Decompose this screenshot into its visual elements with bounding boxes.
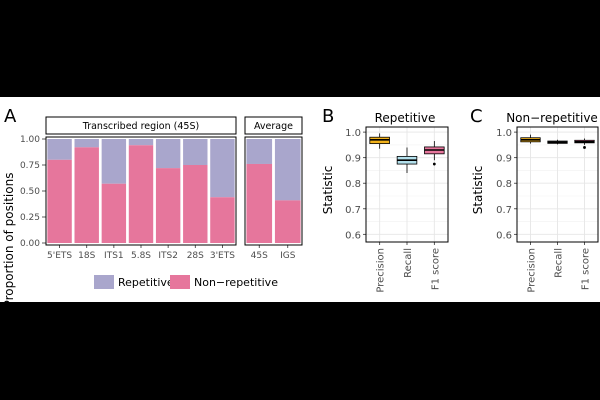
bar-repetitive xyxy=(47,139,72,160)
panel-c-plot: 0.6 0.7 0.8 0.9 1.0 Precision Recall F1 score xyxy=(496,126,599,293)
bar-non-repetitive xyxy=(210,197,235,243)
facet-strip-transcribed-label: Transcribed region (45S) xyxy=(82,121,199,132)
panel-b-y-axis-label: Statistic xyxy=(321,166,335,215)
bar-repetitive xyxy=(128,139,154,146)
y-tick-label: 0.75 xyxy=(20,161,40,171)
panel-b-plot: 0.6 0.7 0.8 0.9 1.0 Precision Recall F1 score xyxy=(345,126,449,293)
bar-repetitive xyxy=(274,139,301,201)
figure: A B C Proportion of positions Transcribe… xyxy=(0,97,600,307)
x-tick-label: Precision xyxy=(376,248,387,293)
panel-c-y-axis-label: Statistic xyxy=(471,166,485,215)
facet-strip-average-label: Average xyxy=(254,121,293,132)
y-tick-label: 0.25 xyxy=(20,213,40,223)
bar-repetitive xyxy=(74,139,99,148)
legend-label-non-repetitive: Non−repetitive xyxy=(194,276,278,289)
plot-border xyxy=(365,126,449,243)
y-tick-label: 0.9 xyxy=(496,154,512,165)
panel-c-title: Non−repetitive xyxy=(506,111,598,125)
bar-repetitive xyxy=(210,139,235,198)
bar-repetitive xyxy=(101,139,127,184)
y-tick-label: 0.7 xyxy=(345,205,361,216)
bar-non-repetitive xyxy=(74,147,99,243)
y-tick-label: 0.8 xyxy=(345,179,361,190)
x-tick-label: ITS1 xyxy=(104,251,124,261)
x-tick-label: 3'ETS xyxy=(210,251,235,261)
outlier-point xyxy=(432,162,436,166)
x-tick-label: IGS xyxy=(280,251,296,261)
facet-border xyxy=(244,136,303,246)
legend: Repetitive Non−repetitive xyxy=(94,275,278,289)
facet-strip-average: Average xyxy=(244,116,303,135)
bar-non-repetitive xyxy=(101,183,127,243)
facet-border xyxy=(45,136,237,246)
y-tick-label: 0.7 xyxy=(496,205,512,216)
y-tick-label: 0.50 xyxy=(20,187,40,197)
y-tick-label: 1.0 xyxy=(345,128,361,139)
facet-strip-transcribed: Transcribed region (45S) xyxy=(45,116,237,135)
legend-label-repetitive: Repetitive xyxy=(118,276,174,289)
legend-swatch-non-repetitive xyxy=(170,275,190,289)
x-tick-label: ITS2 xyxy=(158,251,178,261)
x-tick-label: 18S xyxy=(78,251,95,261)
x-tick-label: Precision xyxy=(527,248,538,293)
x-tick-label: 45S xyxy=(251,251,268,261)
x-tick-label: F1 score xyxy=(430,248,441,290)
y-tick-label: 0.6 xyxy=(496,230,512,241)
x-tick-label: 28S xyxy=(187,251,204,261)
panel-a-plot: 0.00 0.25 0.50 0.75 1.00 5'ETS 18S ITS1 5.8S ITS2… xyxy=(20,135,303,261)
panel-a-y-axis-label: Proportion of positions xyxy=(2,173,16,302)
plot-border xyxy=(516,126,599,243)
x-tick-label: 5.8S xyxy=(131,251,151,261)
y-tick-label: 0.00 xyxy=(20,239,40,249)
y-tick-label: 0.9 xyxy=(345,154,361,165)
panel-b-title: Repetitive xyxy=(375,111,436,125)
bar-non-repetitive xyxy=(246,163,273,243)
outlier-point xyxy=(583,146,586,149)
x-tick-label: 5'ETS xyxy=(47,251,72,261)
panel-label-c: C xyxy=(470,106,483,127)
bar-non-repetitive xyxy=(155,168,181,243)
bar-non-repetitive xyxy=(183,165,208,243)
panel-label-b: B xyxy=(322,106,334,127)
panel-label-a: A xyxy=(4,106,17,127)
bar-non-repetitive xyxy=(47,159,72,243)
y-tick-label: 1.00 xyxy=(20,135,40,145)
x-tick-label: Recall xyxy=(403,248,414,278)
x-tick-label: Recall xyxy=(554,248,565,278)
x-tick-label: F1 score xyxy=(581,248,592,290)
bar-non-repetitive xyxy=(274,200,301,243)
bar-non-repetitive xyxy=(128,145,154,243)
bar-repetitive xyxy=(155,139,181,169)
bar-repetitive xyxy=(183,139,208,165)
y-tick-label: 1.0 xyxy=(496,128,512,139)
figure-svg: A B C Proportion of positions Transcribe… xyxy=(2,106,599,307)
legend-swatch-repetitive xyxy=(94,275,114,289)
bar-repetitive xyxy=(246,139,273,164)
y-tick-label: 0.6 xyxy=(345,230,361,241)
y-tick-label: 0.8 xyxy=(496,179,512,190)
